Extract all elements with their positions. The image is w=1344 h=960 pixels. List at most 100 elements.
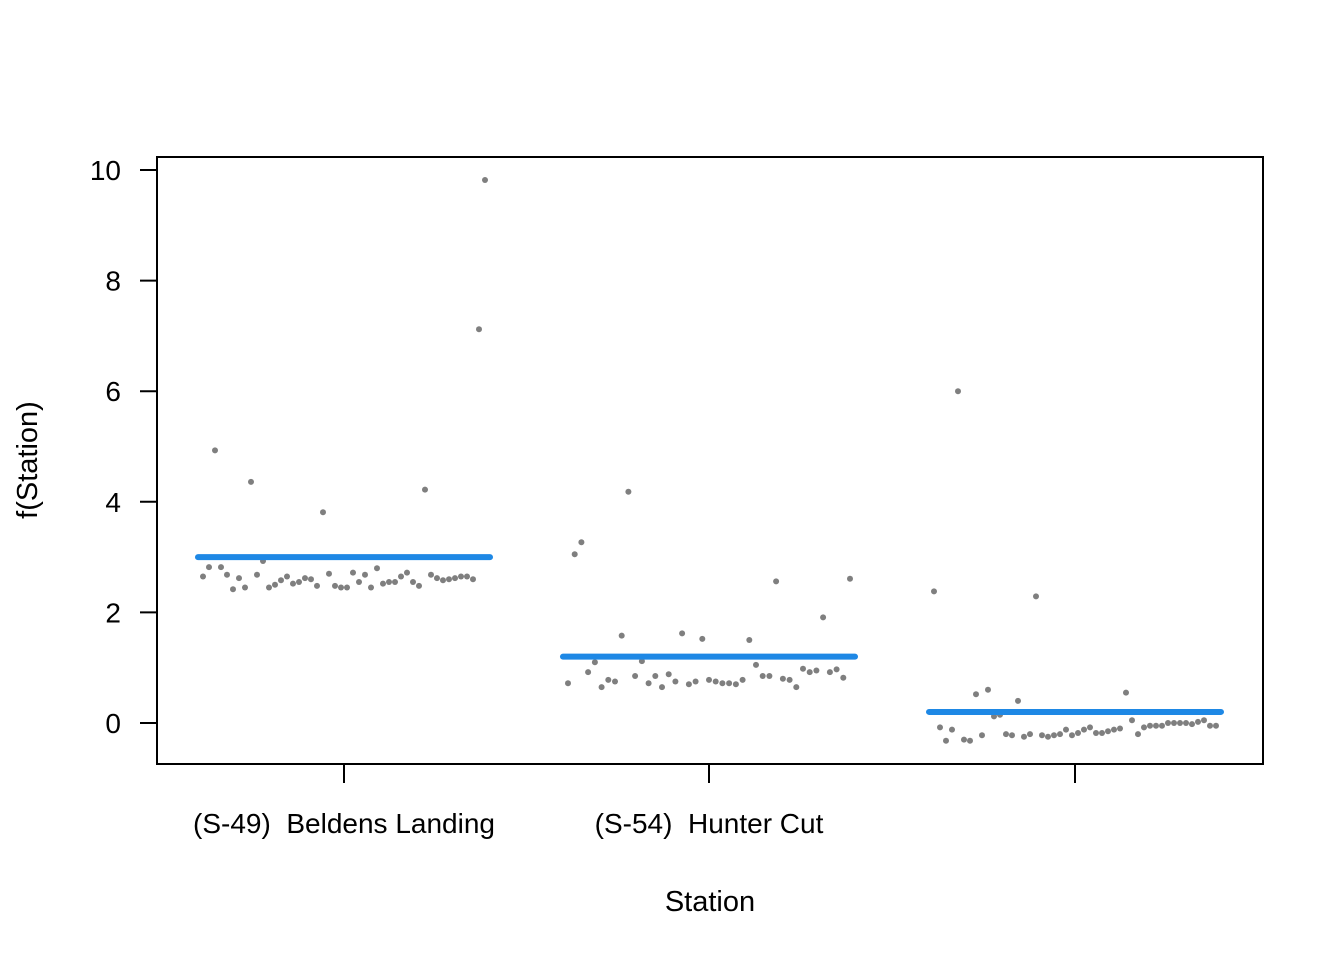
residual-point xyxy=(598,684,605,691)
residual-point xyxy=(410,579,416,585)
residual-point xyxy=(422,486,428,493)
residual-point xyxy=(296,579,302,585)
residual-point xyxy=(739,676,746,683)
residual-point xyxy=(833,666,840,673)
residual-point xyxy=(1039,732,1045,739)
residual-point xyxy=(404,569,410,576)
residual-point xyxy=(284,573,290,580)
residual-point xyxy=(254,571,260,578)
residual-point xyxy=(392,579,398,585)
residual-point xyxy=(665,671,672,678)
residual-point xyxy=(476,326,482,333)
residual-point xyxy=(766,673,773,679)
residual-point xyxy=(200,573,206,580)
residual-point xyxy=(612,678,618,685)
residual-point xyxy=(266,584,272,591)
residual-point xyxy=(826,669,833,676)
y-tick-label: 4 xyxy=(105,487,121,518)
residual-point xyxy=(206,564,212,571)
residual-point xyxy=(1153,722,1159,729)
residual-point xyxy=(236,575,242,582)
residual-point xyxy=(840,674,847,681)
residual-point xyxy=(773,578,780,585)
residual-point xyxy=(699,635,706,642)
residual-point xyxy=(973,691,979,698)
residual-point xyxy=(1051,732,1057,739)
effect-lines xyxy=(195,554,1224,715)
residual-point xyxy=(1213,722,1219,729)
residual-point xyxy=(1207,722,1213,729)
residual-point xyxy=(625,488,632,495)
residual-point xyxy=(440,577,446,584)
residual-point xyxy=(967,737,973,744)
residual-point xyxy=(308,576,314,583)
residual-point xyxy=(1159,722,1165,729)
residual-point xyxy=(1201,717,1207,724)
residual-point xyxy=(368,584,374,591)
residual-point xyxy=(659,684,665,691)
residual-point xyxy=(302,575,308,582)
residual-point xyxy=(290,580,296,587)
residual-point xyxy=(1111,726,1117,733)
residual-point xyxy=(759,673,766,679)
residual-point xyxy=(565,680,571,687)
residual-point xyxy=(679,630,686,637)
residual-point xyxy=(338,584,344,591)
x-tick-label: (S-54) Hunter Cut xyxy=(595,808,824,839)
y-tick-label: 8 xyxy=(105,266,121,297)
residual-point xyxy=(706,676,712,683)
residual-point xyxy=(571,551,578,558)
residual-point xyxy=(350,569,356,576)
residual-point xyxy=(779,675,786,682)
residual-point xyxy=(1141,724,1147,731)
residual-point xyxy=(428,571,434,578)
residual-point xyxy=(398,573,404,580)
residual-point xyxy=(212,447,218,454)
residual-point xyxy=(218,564,224,571)
residual-point xyxy=(1195,718,1201,725)
residual-point xyxy=(1075,730,1081,736)
residual-point xyxy=(332,582,338,589)
residual-point xyxy=(955,388,961,395)
residual-point xyxy=(806,669,813,676)
residual-point xyxy=(937,724,943,731)
residual-point xyxy=(248,478,254,485)
residual-point xyxy=(1015,697,1021,704)
residual-point xyxy=(943,737,949,744)
residual-point xyxy=(786,676,793,683)
residual-point xyxy=(416,582,422,589)
residual-point xyxy=(1045,733,1051,740)
residual-point xyxy=(732,681,739,688)
residual-point xyxy=(692,678,699,685)
residual-point xyxy=(813,667,820,674)
x-axis-title: Station xyxy=(665,886,755,918)
residual-point xyxy=(685,681,692,688)
y-tick-label: 0 xyxy=(105,708,121,739)
residual-point xyxy=(1021,733,1027,740)
residual-point xyxy=(1177,720,1183,726)
residual-point xyxy=(452,575,458,582)
residual-point xyxy=(605,676,612,683)
residual-point xyxy=(726,680,733,687)
residual-point xyxy=(1099,730,1105,736)
residual-point xyxy=(961,736,967,743)
residual-point xyxy=(272,581,278,588)
residual-point xyxy=(434,575,440,582)
residual-point xyxy=(820,614,827,621)
residual-point xyxy=(1027,731,1033,738)
y-tick-label: 2 xyxy=(105,597,121,628)
residual-point xyxy=(985,686,991,693)
residual-point xyxy=(278,577,284,584)
residual-point xyxy=(719,680,726,687)
residual-point xyxy=(1033,593,1039,600)
residual-point xyxy=(386,579,392,585)
residual-point xyxy=(470,576,476,583)
residual-point xyxy=(847,575,853,582)
residual-point xyxy=(712,678,719,685)
residual-point xyxy=(1003,731,1009,738)
residual-point xyxy=(591,659,598,666)
residual-point xyxy=(1135,731,1141,738)
residual-point xyxy=(1129,717,1135,724)
residual-point xyxy=(949,726,955,733)
